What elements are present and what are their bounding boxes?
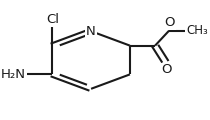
Text: N: N	[86, 25, 96, 38]
Text: O: O	[162, 63, 172, 76]
Text: Cl: Cl	[46, 13, 59, 26]
Text: H₂N: H₂N	[1, 68, 26, 81]
Text: CH₃: CH₃	[186, 24, 208, 37]
Text: O: O	[165, 16, 175, 29]
